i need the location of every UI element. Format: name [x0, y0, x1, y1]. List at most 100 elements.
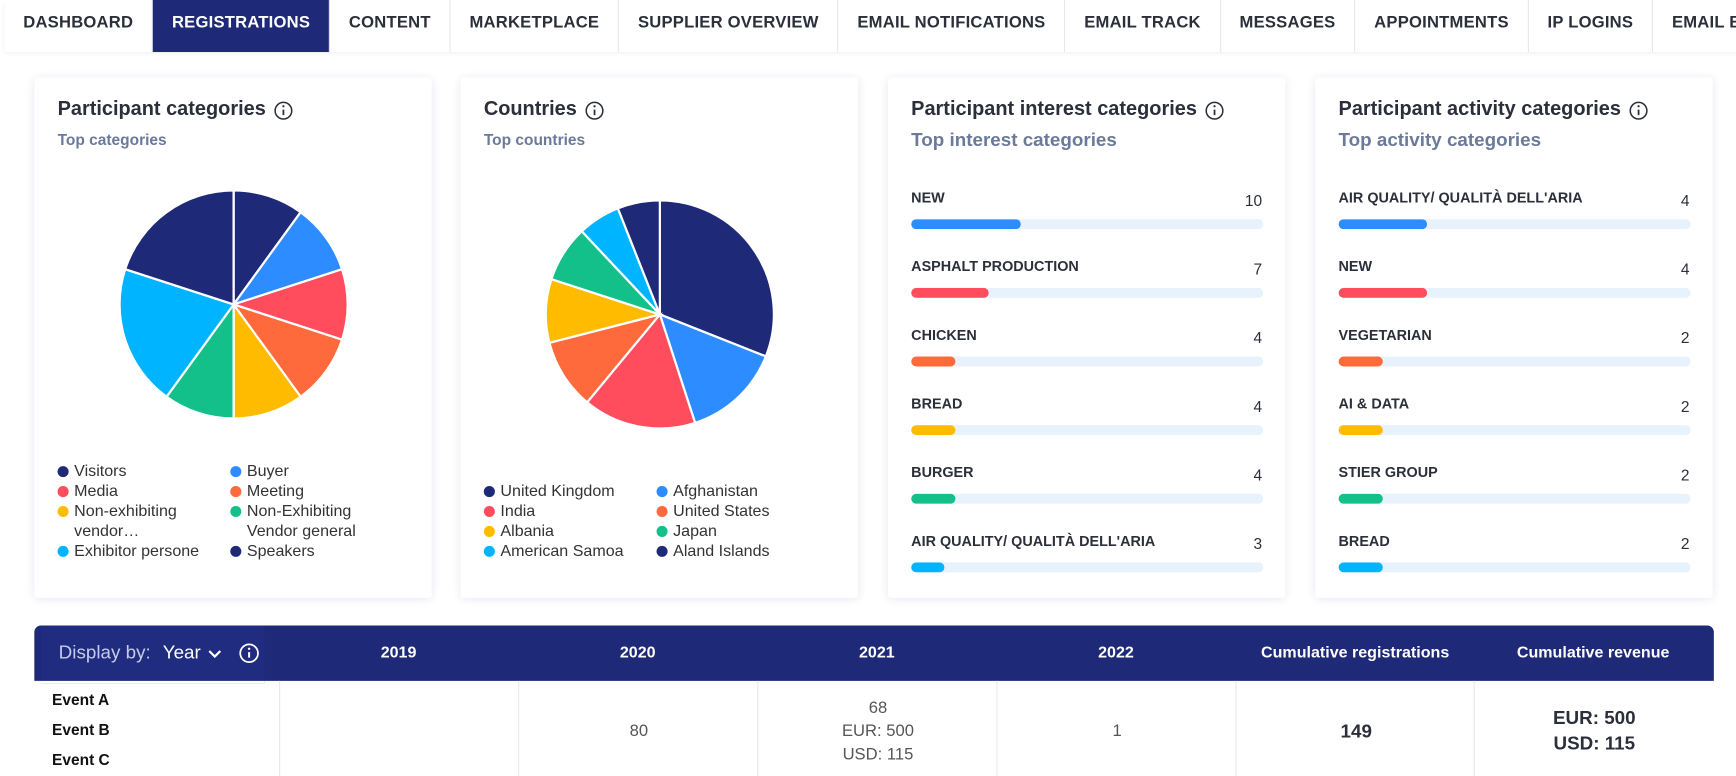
legend-item: Albania	[483, 521, 657, 541]
nav-tab[interactable]: EMAIL NOTIFICATIONS	[839, 0, 1066, 53]
bar-label: CHICKEN	[911, 326, 977, 344]
legend-swatch	[57, 505, 69, 518]
pie-slice	[658, 199, 775, 358]
legend-item: Meeting	[230, 482, 403, 502]
card-subtitle: Top interest categories	[911, 129, 1117, 151]
info-dot	[282, 105, 285, 108]
bar-track	[911, 562, 1264, 573]
nav-bar: DASHBOARD REGISTRATIONS CONTENT MARKETPLACE…	[4, 0, 1736, 53]
table-header: Display by: Year 2019 2020 2021 2022 Cumulat…	[34, 625, 1714, 684]
bar	[1338, 493, 1383, 504]
bar	[911, 425, 956, 436]
bar-track	[1338, 219, 1691, 230]
bar-value: 2	[1680, 534, 1690, 553]
legend-label: Albania	[500, 522, 554, 541]
legend-item: Japan	[656, 521, 830, 541]
info-icon	[239, 643, 259, 663]
legend-swatch	[483, 486, 495, 498]
bar-track	[1338, 356, 1691, 367]
info-icon	[274, 101, 293, 120]
info-dot	[1213, 105, 1216, 108]
nav-tab[interactable]: REGISTRATIONS	[153, 0, 331, 53]
legend-item: India	[483, 502, 657, 522]
info-ring	[274, 101, 293, 120]
pie-slice	[123, 189, 235, 306]
table-cell: 80	[518, 680, 758, 776]
pie-slice	[232, 189, 303, 308]
bar-card: Participant activity categories Top activ…	[1315, 77, 1713, 598]
cell-line: 68	[868, 698, 888, 717]
legend-item: United Kingdom	[483, 482, 657, 502]
cell-line: USD: 115	[842, 744, 914, 764]
nav-tab[interactable]: CONTENT	[330, 0, 451, 53]
nav-tab[interactable]: EMAIL TRACK	[1065, 0, 1221, 53]
event-name: Event C	[52, 750, 110, 769]
nav-tab[interactable]: MESSAGES	[1221, 0, 1356, 53]
bar-label: ASPHALT PRODUCTION	[911, 257, 1079, 275]
bar-label: AIR QUALITY/ QUALITÀ DELL'ARIA	[1338, 189, 1583, 206]
bar	[1338, 219, 1427, 230]
bar-label: AIR QUALITY/ QUALITÀ DELL'ARIA	[911, 532, 1156, 550]
display-by[interactable]: Display by: Year	[40, 625, 265, 684]
pie-slice	[165, 301, 235, 420]
legend-item: Media	[57, 482, 231, 502]
legend-label: Media	[74, 482, 118, 501]
legend-swatch	[230, 466, 242, 478]
pie-slice	[118, 267, 236, 399]
nav-tab[interactable]: IP LOGINS	[1529, 0, 1654, 53]
bar-label: AI & DATA	[1338, 395, 1410, 412]
legend-swatch	[57, 545, 69, 557]
legend-item: Visitors	[57, 462, 231, 482]
legend-label: Visitors	[74, 462, 127, 481]
info-dot	[593, 105, 596, 108]
bar	[911, 562, 945, 573]
pie-chart	[118, 189, 349, 420]
card-subtitle: Top activity categories	[1338, 129, 1542, 151]
legend-swatch	[57, 486, 69, 498]
nav-tab[interactable]: SUPPLIER OVERVIEW	[619, 0, 839, 53]
bar	[911, 287, 989, 298]
pie-slice	[230, 267, 349, 342]
pie-slice	[230, 302, 344, 399]
bar-value: 4	[1680, 260, 1690, 278]
cell-line: EUR: 500	[841, 721, 914, 741]
pie-slice	[230, 210, 344, 307]
legend-swatch	[656, 486, 668, 498]
cell-line: 1	[1112, 721, 1122, 741]
nav-tab[interactable]: EMAIL BLACKLIST	[1653, 0, 1736, 52]
legend-label: Afghanistan	[673, 482, 758, 501]
legend-item: Buyer	[230, 462, 403, 482]
legend-label: Non-exhibiting vendor…	[74, 502, 177, 541]
legend-label: Speakers	[246, 542, 315, 561]
card-title: Participant activity categories	[1338, 97, 1621, 120]
bar-value: 3	[1253, 534, 1263, 553]
bar	[911, 219, 1022, 230]
column-header: 2021	[858, 644, 895, 663]
display-by-mode[interactable]: Year	[162, 642, 201, 664]
legend-swatch	[230, 486, 242, 498]
legend-label: Buyer	[246, 462, 289, 481]
nav-tab[interactable]: APPOINTMENTS	[1355, 0, 1529, 53]
pie-card: Countries Top countries United Kingdom Afgh…	[460, 77, 859, 598]
legend-swatch	[656, 505, 668, 518]
pie-chart	[544, 199, 775, 430]
bar-track	[1338, 493, 1691, 504]
bar-track	[1338, 425, 1691, 436]
legend-swatch	[656, 545, 668, 557]
legend-swatch	[483, 545, 495, 557]
bar-label: BREAD	[911, 395, 963, 412]
nav-tab[interactable]: MARKETPLACE	[451, 0, 620, 53]
display-by-label: Display by:	[58, 642, 151, 664]
legend-item: Exhibitor persone	[57, 541, 231, 561]
bar-track	[911, 425, 1264, 436]
nav-tab[interactable]: DASHBOARD	[4, 0, 154, 53]
legend-swatch	[230, 545, 242, 557]
bar-label: STIER GROUP	[1338, 463, 1438, 481]
legend-swatch	[656, 525, 668, 537]
legend-label: Meeting	[246, 482, 305, 501]
legend-label: United Kingdom	[500, 482, 615, 501]
bar-track	[911, 493, 1264, 504]
column-header: Cumulative registrations	[1261, 644, 1450, 663]
